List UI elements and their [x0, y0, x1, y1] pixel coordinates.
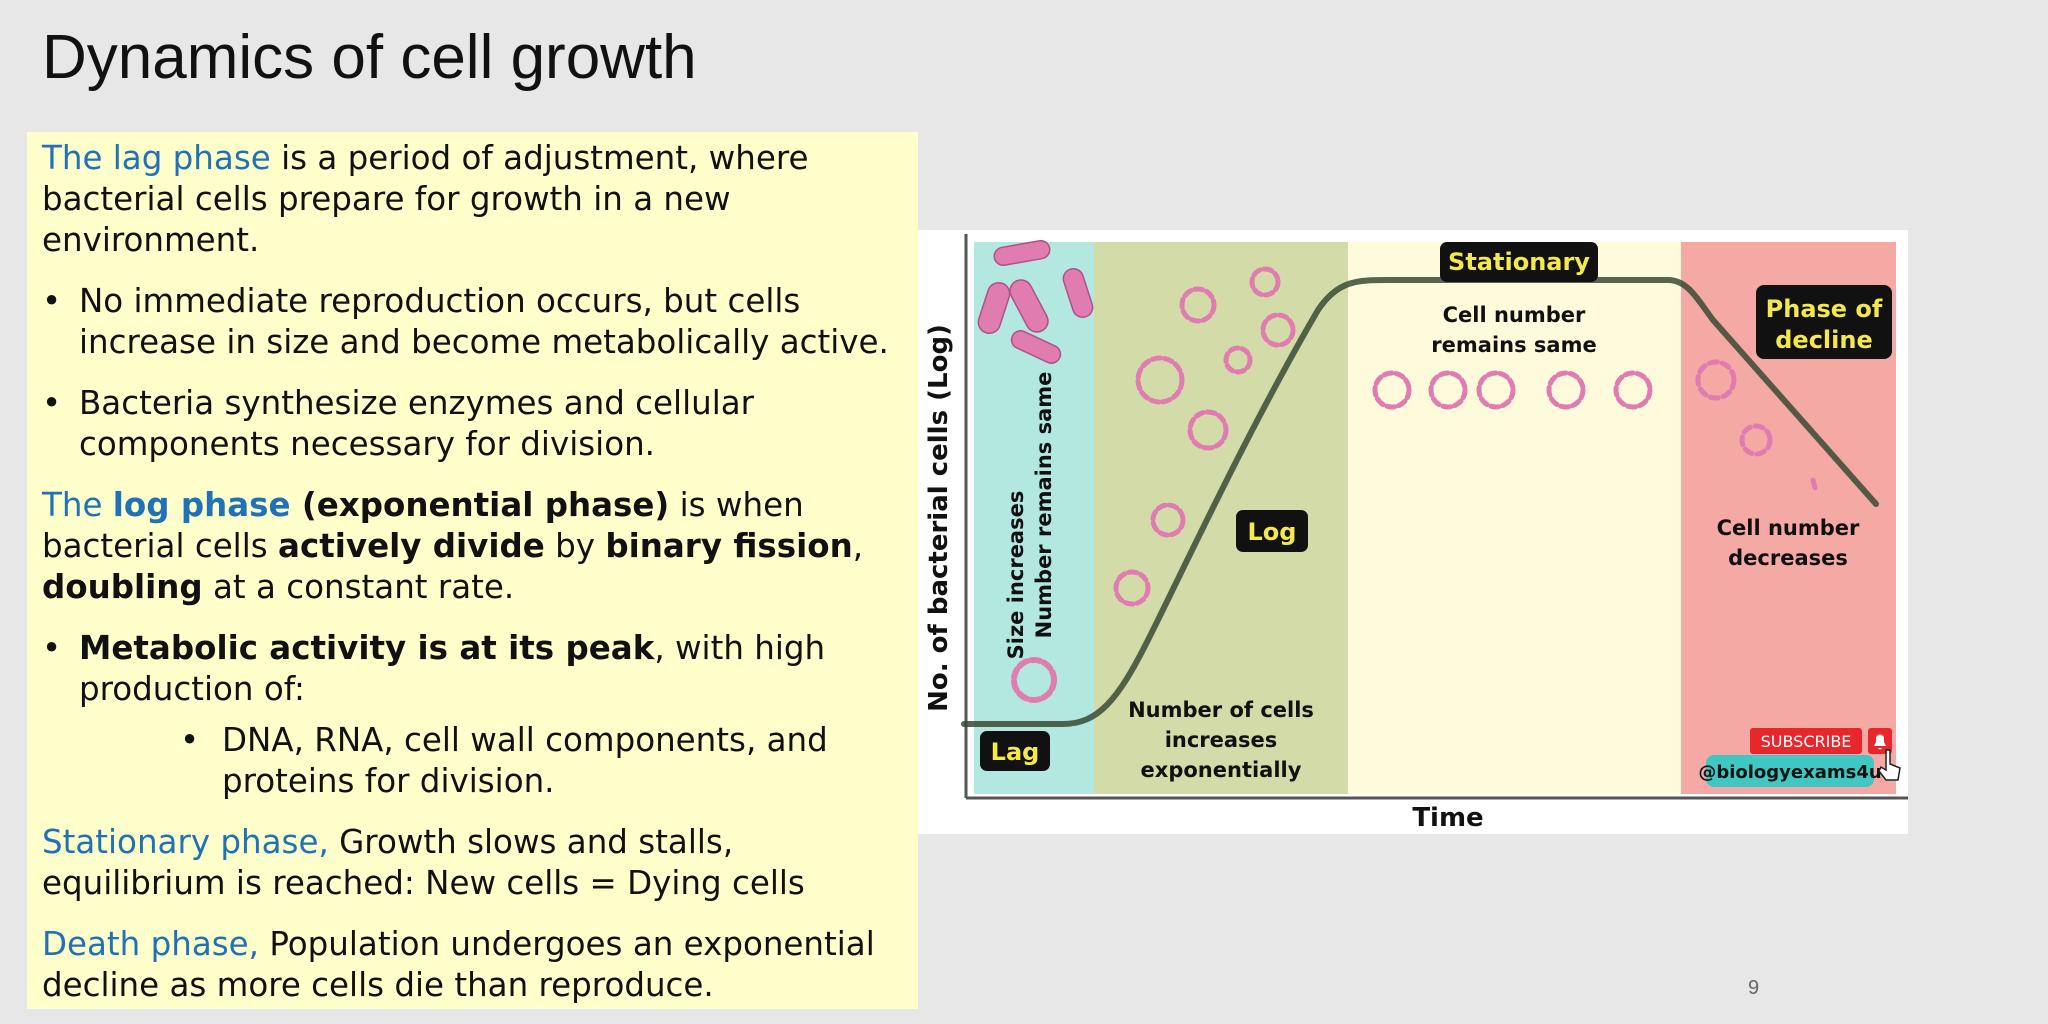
stationary-caption-line2: remains same: [1431, 333, 1596, 357]
slide-number: 9: [1748, 977, 1760, 999]
stationary-label: Stationary: [1448, 248, 1590, 276]
log-bullet-1: • Metabolic activity is at its peak, with…: [42, 628, 912, 710]
lag-bullet-2-text: Bacteria synthesize enzymes and cellular…: [79, 384, 755, 463]
growth-curve: [961, 277, 1879, 727]
log-intro-text-2: by: [544, 527, 606, 565]
log-bacteria-icon: [1113, 266, 1296, 607]
log-intro-text-3: ,: [852, 527, 864, 565]
lag-label: Lag: [991, 738, 1040, 766]
log-label-box: [1236, 510, 1308, 552]
lag-caption-line2: Number remains same: [1032, 372, 1056, 639]
doubling-term: doubling: [42, 568, 203, 606]
stationary-paragraph: Stationary phase, Growth slows and stall…: [42, 822, 912, 904]
lag-label-box: [980, 731, 1050, 771]
lag-bacteria-icon: [977, 239, 1094, 364]
channel-handle: @biologyexams4u: [1698, 762, 1881, 783]
lag-intro-text: is a period of adjustment, where bacteri…: [42, 139, 809, 259]
exponential-phase-term: (exponential phase): [290, 486, 670, 524]
actively-divide-term: actively divide: [278, 527, 545, 565]
bullet-dot: •: [42, 282, 62, 320]
slide-title: Dynamics of cell growth: [42, 23, 697, 92]
log-intro-text-4: at a constant rate.: [202, 568, 515, 606]
decline-label-box: [1756, 285, 1892, 359]
death-phase-term: Death phase,: [42, 925, 260, 963]
x-axis-label: Time: [1412, 803, 1483, 833]
stationary-zone: [1348, 242, 1681, 794]
log-bullet-1-text: , with high production of:: [79, 629, 826, 708]
lag-intro-paragraph: The lag phase is a period of adjustment,…: [42, 138, 912, 261]
death-paragraph: Death phase, Population undergoes an exp…: [42, 924, 912, 1006]
lag-bullet-2: • Bacteria synthesize enzymes and cellula…: [42, 383, 912, 465]
decline-caption-line1: Cell number: [1717, 516, 1860, 540]
death-text: Population undergoes an exponential decl…: [42, 925, 875, 1004]
subscribe-button[interactable]: [1750, 728, 1862, 754]
decline-caption-line2: decreases: [1728, 546, 1848, 570]
decline-label-line1: Phase of: [1766, 295, 1883, 323]
text-panel: The lag phase is a period of adjustment,…: [27, 132, 918, 1009]
channel-handle-box: [1706, 755, 1874, 787]
lag-phase-term: The lag phase: [42, 139, 271, 177]
log-phase-term: log phase: [112, 486, 291, 524]
log-intro-paragraph: The log phase (exponential phase) is whe…: [42, 485, 912, 608]
log-subbullet-1-text: DNA, RNA, cell wall components, and prot…: [222, 721, 828, 800]
stationary-caption-line1: Cell number: [1443, 303, 1586, 327]
metabolic-peak-term: Metabolic activity is at its peak: [79, 629, 655, 667]
growth-curve-diagram: No. of bacterial cells (Log) Time Size i…: [918, 230, 1908, 834]
lag-caption-line1: Size increases: [1004, 491, 1028, 660]
log-intro-the: The: [42, 486, 113, 524]
lag-bullet-1-text: No immediate reproduction occurs, but ce…: [79, 282, 889, 361]
bullet-dot: •: [42, 629, 62, 667]
log-intro-text-1: is when bacterial cells: [42, 486, 804, 565]
log-caption-line1: Number of cells: [1128, 698, 1314, 722]
log-subbullet-1: • DNA, RNA, cell wall components, and pro…: [180, 720, 880, 802]
bullet-dot: •: [180, 721, 200, 759]
stationary-label-box: [1440, 242, 1598, 282]
lag-bullet-1: • No immediate reproduction occurs, but c…: [42, 281, 912, 363]
stationary-text: Growth slows and stalls, equilibrium is …: [42, 823, 805, 902]
bell-icon: [1874, 734, 1886, 750]
y-axis-label: No. of bacterial cells (Log): [924, 324, 954, 712]
stationary-bacteria-icon: [1372, 370, 1653, 410]
decline-label-line2: decline: [1775, 326, 1873, 354]
lag-dividing-bacteria-icon: [1011, 657, 1057, 703]
log-caption-line3: exponentially: [1141, 758, 1302, 782]
log-label: Log: [1248, 518, 1297, 546]
stationary-phase-term: Stationary phase,: [42, 823, 329, 861]
log-caption-line2: increases: [1165, 728, 1278, 752]
subscribe-label: SUBSCRIBE: [1761, 732, 1852, 751]
decline-bacteria-icon: [1695, 359, 1819, 495]
binary-fission-term: binary fission: [605, 527, 853, 565]
pointer-hand-icon: [1878, 749, 1901, 781]
bullet-dot: •: [42, 384, 62, 422]
